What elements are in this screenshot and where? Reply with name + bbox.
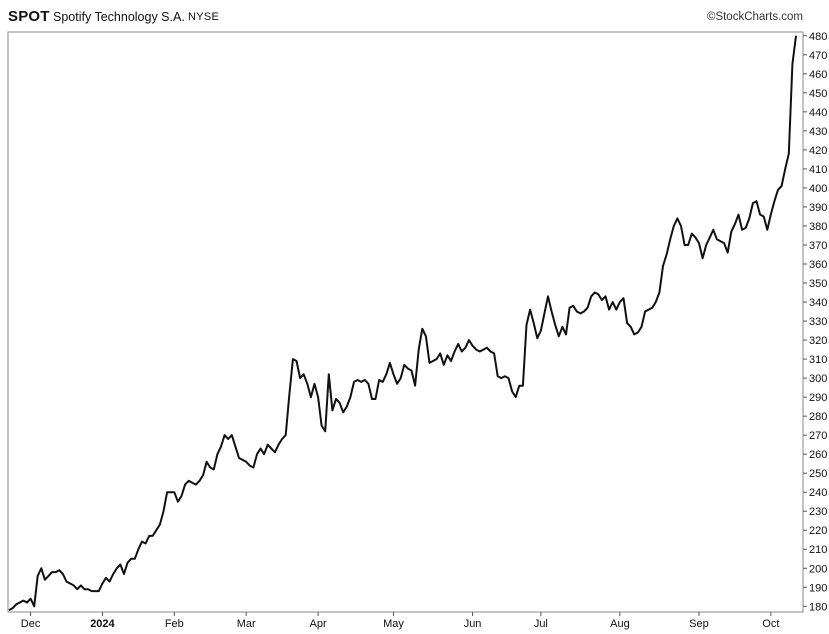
plot-frame [7, 31, 804, 613]
y-tick-label: 260 [809, 449, 827, 461]
x-tick-label: Aug [610, 618, 630, 630]
x-tick-label: Apr [309, 618, 326, 630]
x-tick-label: Dec [21, 618, 41, 630]
y-tick-label: 220 [809, 525, 827, 537]
y-tick-label: 180 [809, 601, 827, 613]
company-name: Spotify Technology S.A. [53, 10, 185, 24]
x-tick-label: Mar [237, 618, 256, 630]
x-tick-label: 2024 [90, 618, 115, 630]
y-tick-label: 480 [809, 31, 827, 43]
y-tick-label: 360 [809, 259, 827, 271]
y-tick-label: 430 [809, 126, 827, 138]
y-tick-label: 340 [809, 297, 827, 309]
y-tick-label: 390 [809, 202, 827, 214]
y-tick-label: 200 [809, 563, 827, 575]
y-tick-label: 470 [809, 50, 827, 62]
y-tick-label: 310 [809, 354, 827, 366]
x-tick-label: May [383, 618, 404, 630]
chart-header: SPOT Spotify Technology S.A. NYSE ©Stock… [0, 0, 829, 30]
x-tick-label: Feb [165, 618, 184, 630]
y-tick-label: 230 [809, 506, 827, 518]
y-tick-label: 350 [809, 278, 827, 290]
y-tick-label: 240 [809, 487, 827, 499]
y-tick-label: 410 [809, 164, 827, 176]
y-tick-label: 400 [809, 183, 827, 195]
ticker-symbol: SPOT [8, 8, 50, 25]
source-credit: ©StockCharts.com [706, 11, 803, 23]
y-tick-label: 250 [809, 468, 827, 480]
y-tick-label: 290 [809, 392, 827, 404]
y-tick-label: 330 [809, 316, 827, 328]
y-axis: 180 190 200 210 220 230 240 250 260 270 280 290 300 3… [803, 31, 827, 613]
x-tick-label: Jun [464, 618, 482, 630]
x-axis: Dec2024FebMarAprMayJunJulAugSepOctNov [21, 612, 779, 630]
x-tick-label: Jul [534, 618, 548, 630]
y-tick-label: 190 [809, 582, 827, 594]
y-tick-label: 300 [809, 373, 827, 385]
y-tick-label: 380 [809, 221, 827, 233]
x-tick-label: Sep [689, 618, 709, 630]
y-tick-label: 320 [809, 335, 827, 347]
y-tick-label: 270 [809, 430, 827, 442]
y-tick-label: 450 [809, 88, 827, 100]
y-tick-label: 280 [809, 411, 827, 423]
y-tick-label: 420 [809, 145, 827, 157]
y-tick-label: 210 [809, 544, 827, 556]
price-line-series [8, 35, 797, 611]
y-tick-label: 440 [809, 107, 827, 119]
y-tick-label: 460 [809, 69, 827, 81]
y-tick-label: 370 [809, 240, 827, 252]
exchange-label: NYSE [188, 11, 220, 23]
x-tick-label: Oct [762, 618, 779, 630]
